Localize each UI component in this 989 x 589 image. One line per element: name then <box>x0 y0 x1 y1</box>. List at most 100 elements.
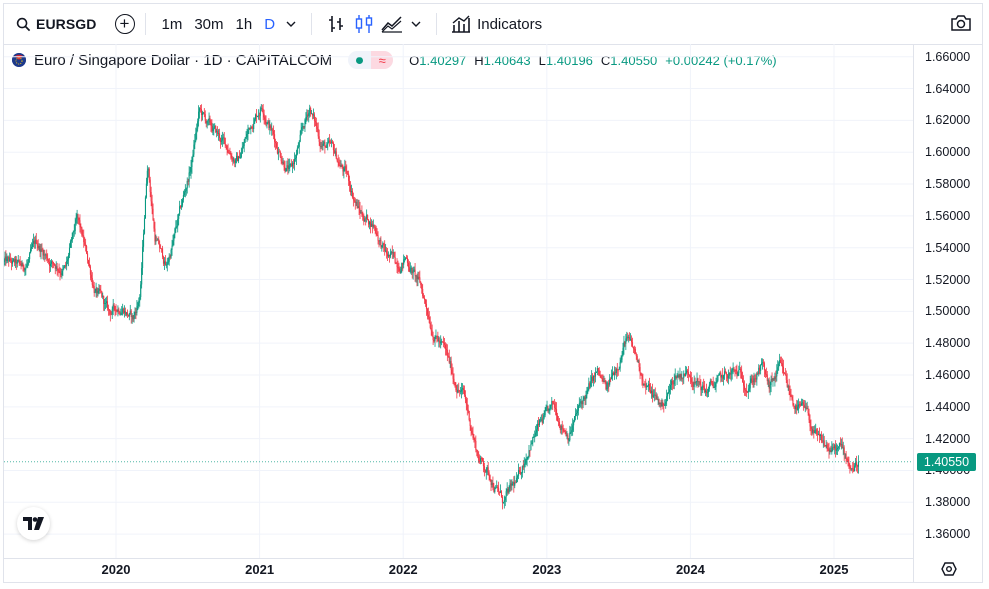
series-title: Euro / Singapore Dollar · 1D · CAPITALCO… <box>34 51 333 69</box>
candle-body <box>124 311 127 315</box>
candle-body <box>408 267 410 272</box>
candle-body <box>280 156 282 162</box>
candle-body <box>580 401 582 403</box>
candle-body <box>357 206 359 208</box>
candle-body <box>733 368 735 370</box>
candle-body <box>435 335 437 337</box>
market-status-badge[interactable]: ≈ <box>348 51 394 69</box>
candle-body <box>832 446 834 448</box>
candle-body <box>63 267 65 269</box>
candle-body <box>506 489 508 492</box>
candle-body <box>620 359 622 363</box>
candle-body <box>59 271 61 274</box>
candle-body <box>293 159 296 165</box>
candle-body <box>361 212 363 216</box>
candle-body <box>392 252 394 254</box>
candle-body <box>523 464 525 468</box>
candle-body <box>105 302 107 304</box>
candle-body <box>26 264 28 268</box>
interval-chevron-down-icon[interactable] <box>281 4 301 44</box>
candle-body <box>139 297 141 301</box>
candle-body <box>648 383 650 386</box>
candle-body <box>652 395 654 397</box>
candle-body <box>218 133 220 135</box>
interval-30m[interactable]: 30m <box>194 15 224 33</box>
candle-body <box>550 404 552 406</box>
chart-type-chevron-down-icon[interactable] <box>406 4 426 44</box>
candle-body <box>513 482 515 486</box>
x-tick-label: 2024 <box>675 562 705 577</box>
candles-chart-icon[interactable] <box>350 4 378 44</box>
candle-body <box>223 137 225 139</box>
candle-body <box>790 394 792 397</box>
candle-body <box>222 137 224 139</box>
interval-d[interactable]: D <box>264 15 276 33</box>
candle-body <box>227 149 229 153</box>
candle-body <box>364 218 366 222</box>
candle-body <box>354 200 356 203</box>
camera-icon[interactable] <box>950 14 972 37</box>
candle-body <box>847 459 849 463</box>
candle-body <box>799 404 802 406</box>
candle-body <box>629 337 631 340</box>
candle-body <box>527 455 529 459</box>
candle-body <box>779 360 781 364</box>
area-chart-icon[interactable] <box>378 4 406 44</box>
candle-body <box>855 462 857 466</box>
candle-body <box>640 373 642 375</box>
axis-settings-gear-icon[interactable] <box>941 561 957 582</box>
candle-body <box>778 363 780 368</box>
candle-body <box>251 126 253 129</box>
candle-body <box>279 151 281 157</box>
candle-body <box>366 214 368 219</box>
candle-body <box>252 128 254 130</box>
candle-body <box>115 310 117 312</box>
candle-body <box>479 461 481 463</box>
candle-body <box>693 382 695 387</box>
candle-body <box>836 447 839 450</box>
candle-body <box>184 190 186 193</box>
candle-body <box>557 421 559 422</box>
candle-body <box>369 221 372 227</box>
indicators-button[interactable]: Indicators <box>447 4 542 44</box>
candle-body <box>348 173 350 181</box>
candle-body <box>728 373 730 376</box>
candle-body <box>535 432 537 436</box>
candle-body <box>595 371 597 373</box>
candle-body <box>119 312 121 315</box>
candle-body <box>655 395 657 397</box>
candle-body <box>149 179 151 193</box>
bars-chart-icon[interactable] <box>322 4 350 44</box>
toolbar-divider <box>436 13 438 35</box>
candle-body <box>177 218 179 227</box>
candle-body <box>543 415 545 418</box>
candle-body <box>508 488 510 493</box>
interval-1h[interactable]: 1h <box>235 15 253 33</box>
candle-body <box>418 276 420 278</box>
tradingview-logo-icon[interactable] <box>17 507 50 540</box>
candle-body <box>481 458 484 461</box>
candle-body <box>368 221 371 225</box>
candle-body <box>161 248 163 250</box>
candle-body <box>375 227 377 234</box>
price-chart[interactable] <box>4 44 913 558</box>
price-axis[interactable]: 1.360001.380001.400001.420001.440001.460… <box>913 44 983 558</box>
candle-body <box>311 113 314 116</box>
candle-body <box>510 483 512 486</box>
candle-body <box>784 373 786 375</box>
candle-body <box>425 303 428 309</box>
add-symbol-icon[interactable]: + <box>114 14 135 34</box>
candle-body <box>541 419 543 423</box>
candle-body <box>174 228 176 235</box>
candle-body <box>818 434 820 436</box>
candle-body <box>236 155 238 160</box>
x-axis-border <box>4 558 913 559</box>
candle-body <box>355 202 357 203</box>
candle-body <box>761 363 763 365</box>
candle-body <box>706 392 709 394</box>
candle-body <box>567 435 569 441</box>
candle-body <box>160 248 162 249</box>
candle-body <box>302 126 304 128</box>
symbol-search[interactable]: EURSGD <box>4 4 97 44</box>
interval-1m[interactable]: 1m <box>161 15 183 33</box>
